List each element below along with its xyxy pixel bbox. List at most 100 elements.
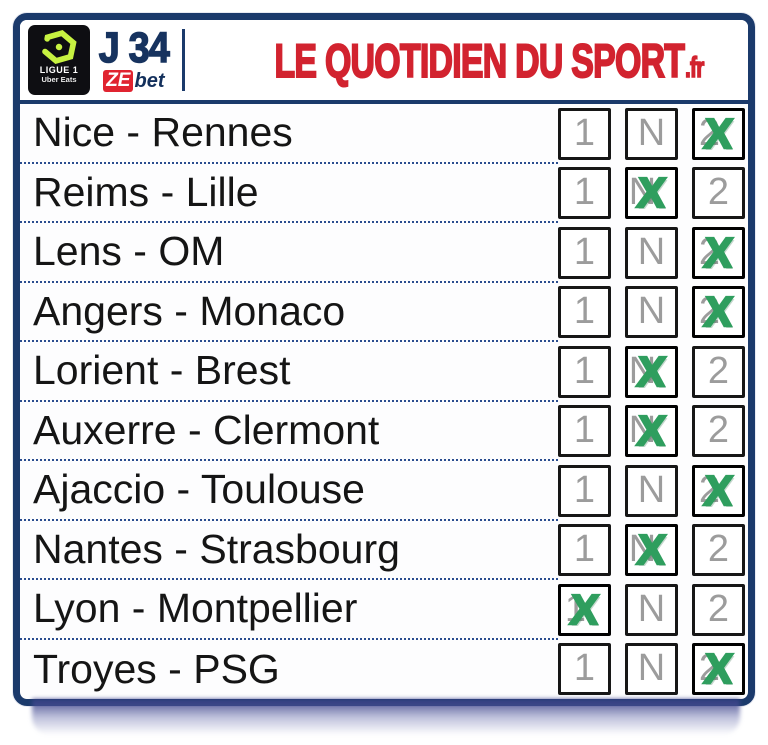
pick-x-mark (626, 289, 677, 335)
bet-option-label: 1 (573, 528, 596, 571)
bet-option-label: 1 (573, 230, 596, 273)
bet-cell-n[interactable]: N (625, 107, 678, 160)
matchday-block: J 34 ZE bet (94, 25, 174, 93)
bet-option-label: 1 (573, 349, 596, 392)
pick-x-mark: X (701, 109, 736, 159)
pick-x-mark (559, 289, 610, 335)
pick-x-mark (626, 646, 677, 692)
masthead-title: LE QUOTIDIEN DU SPORT (273, 33, 685, 88)
pick-x-mark (693, 527, 744, 573)
header-divider (181, 29, 185, 91)
bet-cell-1[interactable]: 1 (558, 345, 611, 398)
pick-x-mark (693, 349, 744, 395)
bet-cell-2[interactable]: 2 (692, 345, 745, 398)
bet-option-label: N (628, 349, 657, 392)
bet-option-label: 1 (573, 290, 596, 333)
bet-option-label: 1 (564, 587, 587, 630)
pick-x-mark (559, 170, 610, 216)
bet-cell-1[interactable]: 1 (558, 286, 611, 339)
bet-cell-1[interactable]: 1 (558, 226, 611, 279)
bet-cell-1[interactable]: 1 (558, 167, 611, 220)
bet-cell-2[interactable]: 2 (692, 405, 745, 458)
bet-cell-2[interactable]: 2 (692, 583, 745, 636)
pick-x-mark (626, 468, 677, 514)
pick-x-mark: X (701, 228, 736, 278)
bet-option-label: 1 (573, 647, 596, 690)
bet-option-label: 2 (707, 171, 730, 214)
bet-cell-2[interactable]: 2 (692, 167, 745, 220)
bet-cell-2[interactable]: 2 (692, 524, 745, 577)
pick-x-mark: X (701, 466, 736, 516)
ligue1-badge: LIGUE 1 Uber Eats (28, 25, 90, 95)
pick-x-mark (559, 230, 610, 276)
pick-x-mark (626, 587, 677, 633)
bet-option-label: N (637, 647, 666, 690)
bet-option-label: 2 (707, 587, 730, 630)
prediction-grid-card: LIGUE 1 Uber Eats J 34 ZE bet LE QUOTIDI… (13, 13, 755, 706)
bet-cell-1[interactable]: 1 (558, 643, 611, 696)
bet-cell-n[interactable]: N (625, 583, 678, 636)
match-name: Lorient - Brest (20, 342, 558, 402)
zebet-bet-mark: bet (134, 69, 165, 92)
match-name: Lens - OM (20, 223, 558, 283)
pick-x-mark: X (567, 585, 602, 635)
bet-option-label: N (637, 111, 666, 154)
bet-cell-1[interactable]: 1 (558, 464, 611, 517)
bet-option-label: 2 (707, 528, 730, 571)
masthead-suffix: .fr (684, 51, 705, 85)
bet-cell-1[interactable]: 1 (558, 107, 611, 160)
pick-x-mark: X (701, 644, 736, 694)
bet-option-label: 1 (573, 468, 596, 511)
bet-cell-n[interactable]: N (625, 226, 678, 279)
bet-cell-1[interactable]: 1 (558, 524, 611, 577)
bet-option-label: N (628, 409, 657, 452)
pick-x-mark (626, 230, 677, 276)
ligue1-hexagon-icon (41, 29, 77, 65)
bet-option-label: 2 (707, 349, 730, 392)
bet-option-label: N (637, 290, 666, 333)
pick-x-mark: X (634, 347, 669, 397)
pick-x-mark (693, 408, 744, 454)
bet-option-label: 2 (698, 290, 721, 333)
bet-option-label: 1 (573, 409, 596, 452)
ligue1-label: LIGUE 1 (39, 65, 79, 75)
pick-x-mark (559, 111, 610, 157)
pick-x-mark (693, 170, 744, 216)
bet-option-label: 2 (698, 230, 721, 273)
bet-option-label: 1 (573, 111, 596, 154)
pick-x-mark (693, 587, 744, 633)
bet-cell-n[interactable]: N (625, 286, 678, 339)
pick-x-mark (626, 111, 677, 157)
bet-option-label: N (637, 468, 666, 511)
pick-x-mark (559, 646, 610, 692)
bet-cell-1[interactable]: 1 (558, 405, 611, 458)
bet-option-label: N (637, 587, 666, 630)
bet-cell-n[interactable]: N (625, 643, 678, 696)
bet-cell-n[interactable]: N (625, 464, 678, 517)
pick-x-mark (559, 349, 610, 395)
